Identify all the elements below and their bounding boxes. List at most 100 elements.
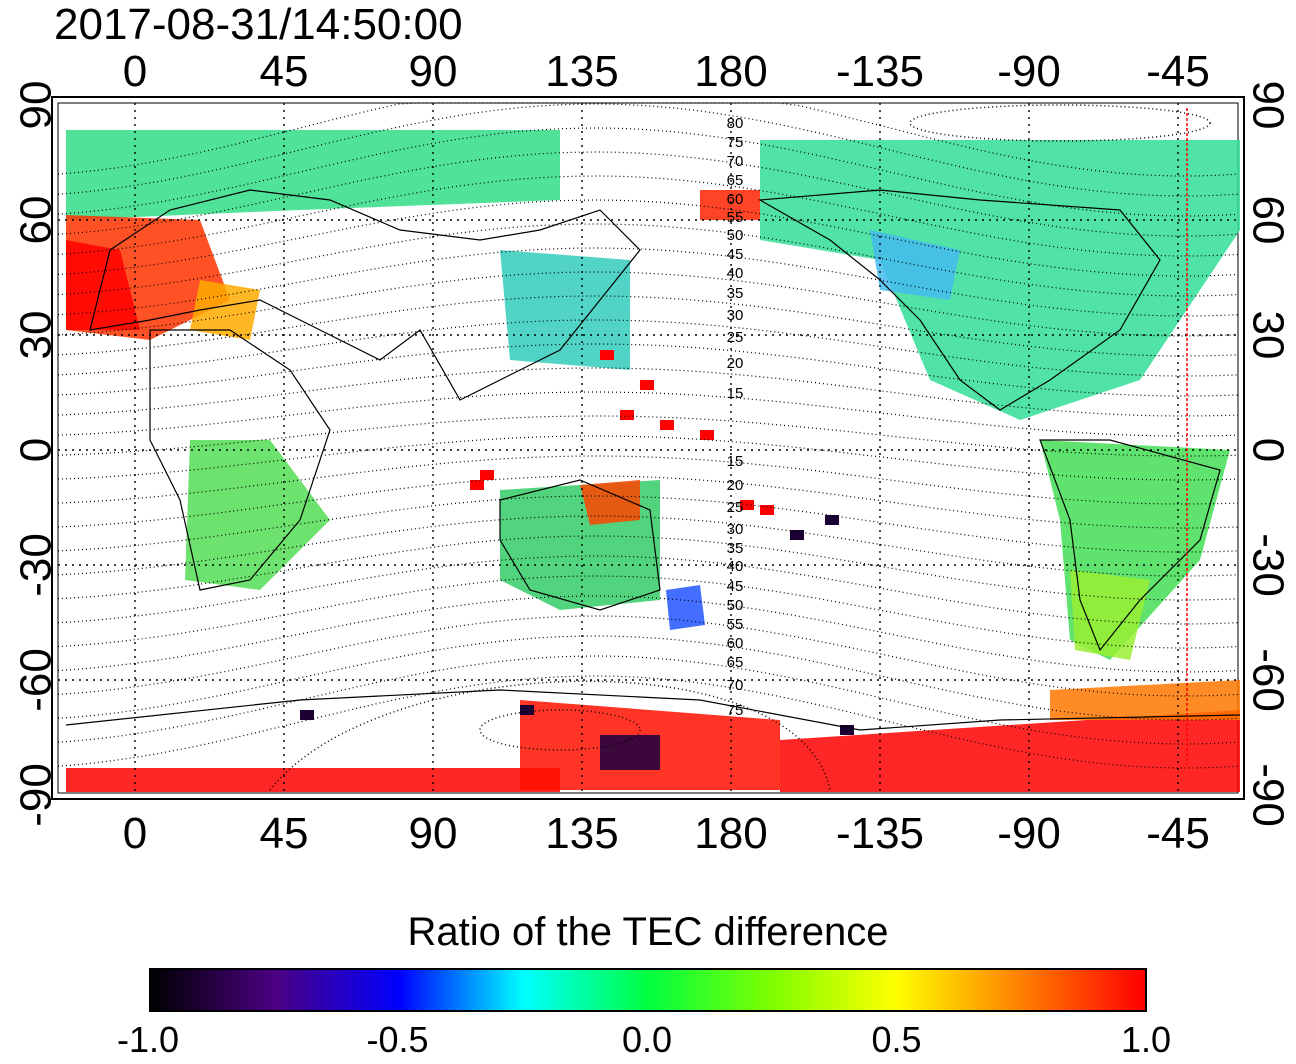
contour-label: 15 — [727, 385, 744, 402]
coastline-path — [499, 479, 661, 611]
tec-cell — [300, 710, 314, 720]
lon-tick-bottom: 90 — [409, 809, 458, 858]
tec-cell — [600, 350, 614, 360]
contour-label: 45 — [727, 246, 744, 263]
tec-cell — [640, 380, 654, 390]
coastline-path — [65, 689, 1241, 731]
contour-label: 15 — [727, 453, 744, 470]
contour-label: 50 — [727, 227, 744, 244]
contour-label: 35 — [727, 285, 744, 302]
contour-label: 65 — [727, 654, 744, 671]
lon-tick-bottom: 0 — [123, 809, 147, 858]
colorbar-tick-label: -0.5 — [366, 1019, 429, 1060]
contour-label: 75 — [727, 702, 744, 719]
lon-tick-bottom: -135 — [836, 809, 924, 858]
tec-data-layer — [66, 130, 1240, 792]
tec-cell — [760, 505, 774, 515]
contour-line — [57, 103, 1239, 197]
colorbar-tick-label: 0.5 — [871, 1019, 922, 1060]
coastline-path — [758, 189, 1161, 411]
tec-cell — [790, 530, 804, 540]
contour-label: 25 — [727, 499, 744, 516]
tec-cell — [840, 725, 854, 735]
contour-label: 30 — [727, 521, 744, 538]
tec-region — [666, 585, 705, 630]
contour-line — [57, 247, 1239, 317]
lon-tick-top: -90 — [997, 47, 1061, 96]
contour-label: 30 — [727, 307, 744, 324]
lon-tick-top: 90 — [409, 47, 458, 96]
coastline-path — [149, 329, 331, 591]
contour-label: 70 — [727, 677, 744, 694]
tec-cell — [660, 420, 674, 430]
tec-region — [500, 250, 630, 370]
lat-tick-left: -60 — [12, 648, 61, 712]
contour-line — [57, 475, 1239, 529]
lon-tick-top: 135 — [545, 47, 618, 96]
lon-tick-bottom: 135 — [545, 809, 618, 858]
timestamp-title: 2017-08-31/14:50:00 — [54, 0, 463, 49]
lat-tick-left: 90 — [12, 81, 61, 130]
lat-tick-right: 30 — [1244, 311, 1293, 360]
contour-label: 20 — [727, 355, 744, 372]
contour-label: 65 — [727, 172, 744, 189]
contour-label: 70 — [727, 153, 744, 170]
lon-tick-bottom: 45 — [260, 809, 309, 858]
lat-tick-left: 30 — [12, 311, 61, 360]
south-oval — [479, 709, 641, 751]
graticule-grid — [58, 103, 1238, 793]
tec-cell — [480, 470, 494, 480]
contour-line — [57, 343, 1239, 397]
lat-tick-right: -90 — [1244, 763, 1293, 827]
contour-label: 40 — [727, 558, 744, 575]
contour-line — [57, 455, 1239, 505]
colorbar — [149, 968, 1147, 1012]
tec-cell — [520, 705, 534, 715]
contour-label: 35 — [727, 540, 744, 557]
lon-tick-bottom: -90 — [997, 809, 1061, 858]
tec-region — [185, 440, 330, 590]
lat-tick-right: 90 — [1244, 81, 1293, 130]
lat-tick-left: -30 — [12, 533, 61, 597]
lat-tick-right: 0 — [1244, 438, 1293, 462]
tec-region — [580, 480, 640, 525]
lat-tick-left: 60 — [12, 196, 61, 245]
contour-line — [57, 615, 1239, 697]
tec-region — [700, 190, 760, 220]
colorbar-tick-label: 0.0 — [621, 1019, 673, 1060]
north-oval — [909, 104, 1211, 142]
coastline-path — [1039, 439, 1221, 652]
contour-line — [57, 367, 1239, 417]
tec-region — [190, 280, 260, 340]
tec-cell — [825, 515, 839, 525]
lat-tick-right: 60 — [1244, 196, 1293, 245]
tec-region — [1050, 680, 1240, 720]
lat-tick-right: -30 — [1244, 533, 1293, 597]
contour-label: 55 — [727, 209, 744, 226]
tec-region — [600, 735, 660, 770]
tec-region — [66, 768, 560, 792]
tec-cell — [620, 410, 634, 420]
tec-region — [870, 230, 960, 300]
colorbar-tick-label: 1.0 — [1120, 1019, 1172, 1060]
lat-tick-left: 0 — [12, 438, 61, 462]
axis-labels: 0045459090135135180180-135-135-90-90-45-… — [12, 47, 1293, 858]
contour-label: 80 — [727, 115, 744, 132]
colorbar-tick-label: -1.0 — [116, 1019, 180, 1060]
coastline-path — [89, 189, 641, 401]
colorbar-title: Ratio of the TEC difference — [407, 910, 889, 954]
contour-label: 60 — [727, 635, 744, 652]
lon-tick-bottom: 180 — [694, 809, 767, 858]
tec-region — [66, 240, 140, 330]
coastlines — [65, 189, 1241, 731]
contour-labels: 8075706560555045403530252015152025303540… — [727, 115, 744, 719]
tec-cell — [700, 430, 714, 440]
lat-tick-right: -60 — [1244, 648, 1293, 712]
tec-region — [1070, 570, 1150, 660]
contour-label: 60 — [727, 191, 744, 208]
magnetic-latitude-contours — [57, 102, 1239, 791]
lon-tick-top: 45 — [260, 47, 309, 96]
lon-tick-top: -45 — [1146, 47, 1210, 96]
contour-label: 50 — [727, 597, 744, 614]
contour-label: 25 — [727, 329, 744, 346]
